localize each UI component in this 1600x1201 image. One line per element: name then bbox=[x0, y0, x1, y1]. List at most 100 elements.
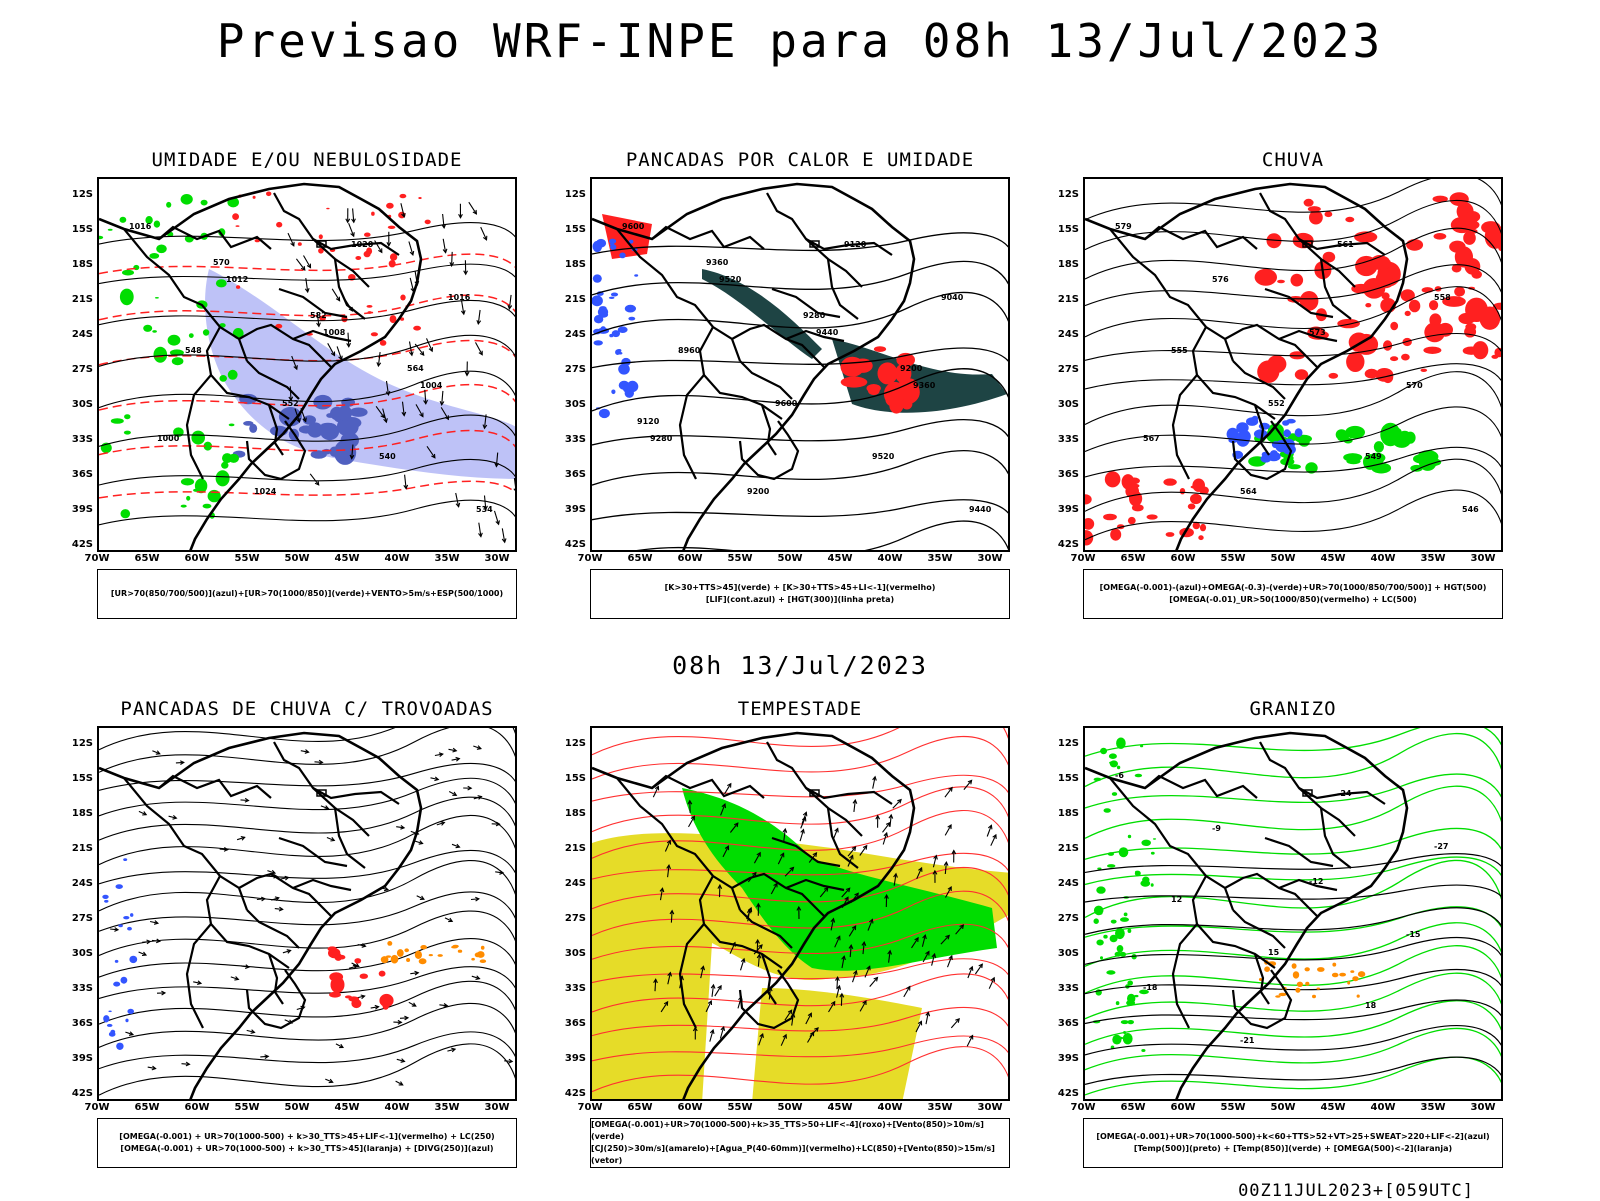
omega500-area bbox=[1357, 995, 1360, 998]
omega-area bbox=[1299, 437, 1310, 447]
lifted-index-contour bbox=[611, 390, 615, 395]
storm-area bbox=[391, 955, 399, 964]
forecast-map bbox=[590, 726, 1010, 1101]
longitude-tick-label: 35W bbox=[928, 553, 953, 564]
latitude-tick-label: 33S bbox=[565, 983, 586, 994]
country-border bbox=[700, 327, 782, 419]
latitude-tick-label: 27S bbox=[1058, 913, 1079, 924]
wind-vector bbox=[987, 825, 992, 836]
wind-vector bbox=[715, 986, 721, 996]
temp850-contour bbox=[1126, 1000, 1135, 1006]
latitude-tick-label: 42S bbox=[1058, 1088, 1079, 1099]
omega500-area bbox=[1332, 973, 1339, 978]
streamline bbox=[99, 728, 517, 750]
rain-area bbox=[1085, 518, 1094, 530]
country-border bbox=[680, 375, 704, 479]
height-contour bbox=[592, 500, 1010, 520]
storm-area bbox=[360, 974, 368, 979]
temp850-contour bbox=[1128, 929, 1132, 933]
contour-label: 9440 bbox=[969, 505, 992, 514]
longitude-tick-label: 55W bbox=[235, 553, 260, 564]
rain-area bbox=[1103, 514, 1117, 521]
panel-legend: [OMEGA(-0.001) + UR>70(1000-500) + k>30_… bbox=[97, 1118, 517, 1168]
wind-vector bbox=[479, 523, 483, 537]
humidity-core bbox=[313, 395, 332, 410]
divergence-area bbox=[123, 858, 127, 861]
lifted-index-contour bbox=[593, 241, 603, 252]
wind-vector bbox=[948, 956, 953, 967]
temp850-contour bbox=[1135, 871, 1138, 873]
wind-vector bbox=[952, 851, 956, 863]
wind-vector bbox=[514, 478, 517, 492]
thickness-cell bbox=[425, 220, 431, 225]
pressure-contour bbox=[99, 500, 517, 525]
longitude-tick-label: 40W bbox=[878, 1102, 903, 1113]
storm-area bbox=[415, 951, 422, 959]
wind-vector bbox=[296, 259, 304, 270]
contour-label: -21 bbox=[1240, 1036, 1255, 1045]
temp850-contour bbox=[1119, 847, 1129, 857]
humidity-core bbox=[318, 423, 337, 434]
rain-area bbox=[1309, 211, 1323, 225]
contour-label: 9280 bbox=[803, 311, 826, 320]
rain-area bbox=[1304, 199, 1314, 207]
instability-area bbox=[878, 362, 898, 384]
humidity-low bbox=[181, 505, 187, 508]
streamline-arrow bbox=[157, 991, 165, 995]
temp850-contour bbox=[1085, 1028, 1503, 1069]
temp850-contour bbox=[1108, 852, 1114, 856]
longitude-tick-label: 40W bbox=[1371, 1102, 1396, 1113]
legend-line: [Temp(500)](preto) + [Temp(850)](verde) … bbox=[1134, 1143, 1452, 1155]
divergence-area bbox=[102, 895, 108, 899]
wind-vector bbox=[465, 362, 469, 376]
wind-vector bbox=[304, 256, 311, 268]
wind-vector bbox=[968, 967, 973, 978]
storm-area bbox=[381, 956, 389, 963]
country-border bbox=[274, 742, 369, 836]
country-border bbox=[159, 776, 271, 798]
humidity-low bbox=[154, 347, 168, 363]
longitude-tick-label: 70W bbox=[1071, 1102, 1096, 1113]
rain-area bbox=[1363, 278, 1386, 299]
country-border bbox=[1110, 229, 1233, 361]
streamline-arrow bbox=[150, 921, 158, 925]
contour-label: 9440 bbox=[816, 328, 839, 337]
rain-area bbox=[1325, 211, 1333, 217]
rain-area bbox=[1465, 323, 1476, 331]
streamline-arrow bbox=[260, 1055, 268, 1059]
contour-label: 582 bbox=[310, 311, 327, 320]
wind-vector bbox=[883, 823, 890, 833]
wind-vector bbox=[440, 391, 444, 405]
wind-vector bbox=[951, 1019, 959, 1028]
contour-label: 9520 bbox=[719, 275, 742, 284]
streamline bbox=[592, 728, 1010, 755]
streamline-arrow bbox=[139, 952, 146, 956]
rain-area bbox=[1377, 256, 1390, 269]
country-border bbox=[159, 227, 271, 249]
humidity-low bbox=[108, 229, 113, 231]
streamline-arrow bbox=[231, 977, 239, 981]
longitude-tick-label: 60W bbox=[678, 1102, 703, 1113]
temp850-contour bbox=[1123, 1033, 1133, 1044]
country-border bbox=[1145, 776, 1257, 798]
contour-label: -18 bbox=[1143, 983, 1158, 992]
longitude-tick-label: 65W bbox=[628, 1102, 653, 1113]
country-border bbox=[1173, 375, 1197, 479]
panel-title: CHUVA bbox=[1083, 149, 1503, 171]
streamline bbox=[99, 778, 517, 816]
thickness-cell bbox=[386, 203, 394, 209]
lifted-index-contour bbox=[619, 253, 625, 259]
storm-area bbox=[420, 945, 427, 949]
temp850-contour bbox=[1135, 774, 1142, 778]
rain-area bbox=[1406, 239, 1423, 251]
rain-area bbox=[1409, 300, 1420, 313]
streamline-arrow bbox=[169, 815, 177, 819]
contour-label: 1004 bbox=[420, 381, 443, 390]
divergence-area bbox=[113, 982, 120, 987]
height-contour bbox=[1085, 490, 1503, 540]
temp850-contour bbox=[1116, 738, 1126, 749]
rain-area bbox=[1188, 504, 1196, 510]
temp850-contour bbox=[1100, 748, 1107, 754]
omega500-area bbox=[1292, 963, 1297, 969]
